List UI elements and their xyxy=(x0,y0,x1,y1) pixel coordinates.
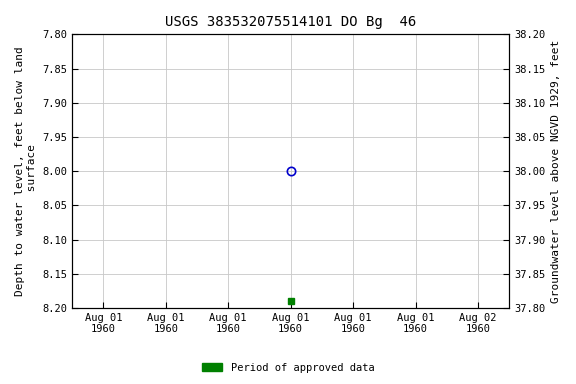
Y-axis label: Depth to water level, feet below land
 surface: Depth to water level, feet below land su… xyxy=(15,46,37,296)
Legend: Period of approved data: Period of approved data xyxy=(198,359,378,377)
Title: USGS 383532075514101 DO Bg  46: USGS 383532075514101 DO Bg 46 xyxy=(165,15,416,29)
Y-axis label: Groundwater level above NGVD 1929, feet: Groundwater level above NGVD 1929, feet xyxy=(551,40,561,303)
